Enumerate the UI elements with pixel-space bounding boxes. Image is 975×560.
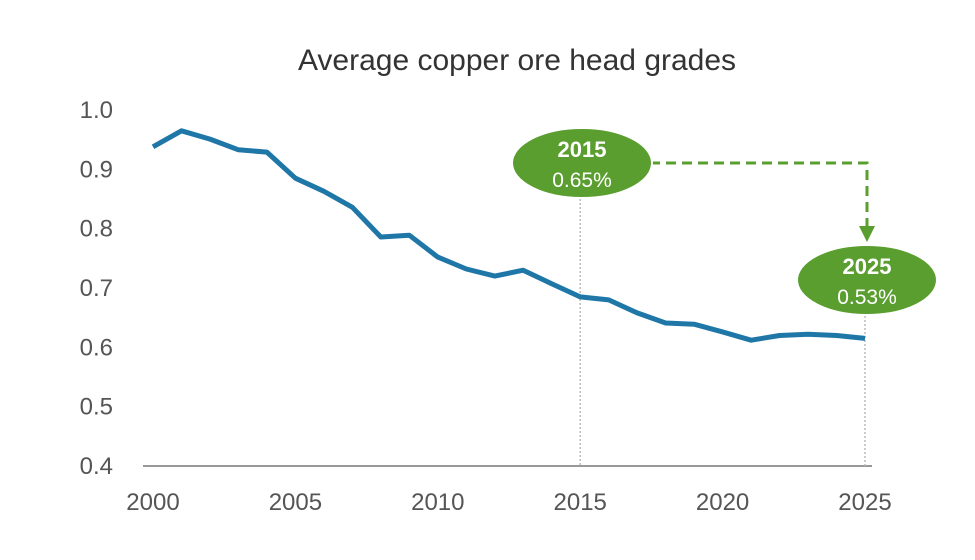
annotation-year: 2025 [843,254,892,279]
x-tick-label: 2005 [269,489,322,516]
annotation-value: 0.53% [837,286,897,309]
x-tick-label: 2015 [554,489,607,516]
x-tick-label: 2010 [411,489,464,516]
x-tick-label: 2025 [838,489,891,516]
annotation-year: 2015 [558,137,607,162]
chart-title: Average copper ore head grades [298,44,736,77]
y-tick-label: 0.6 [80,334,113,361]
annotation-bubble-2025: 2025 0.53% [796,244,938,316]
y-tick-label: 0.8 [80,216,113,243]
dashed-arrow-connector [650,161,869,228]
y-tick-label: 0.7 [80,275,113,302]
y-tick-label: 0.9 [80,156,113,183]
annotation-bubble-2015: 2015 0.65% [511,127,653,199]
x-tick-label: 2000 [126,489,179,516]
series-line [151,128,866,343]
arrow-head-icon [859,226,875,242]
y-tick-label: 0.5 [80,394,113,421]
annotation-ellipse [796,244,938,316]
annotation-value: 0.65% [552,169,612,192]
y-tick-label: 0.4 [80,453,113,480]
x-tick-label: 2020 [696,489,749,516]
y-tick-label: 1.0 [80,97,113,124]
annotation-ellipse [511,127,653,199]
